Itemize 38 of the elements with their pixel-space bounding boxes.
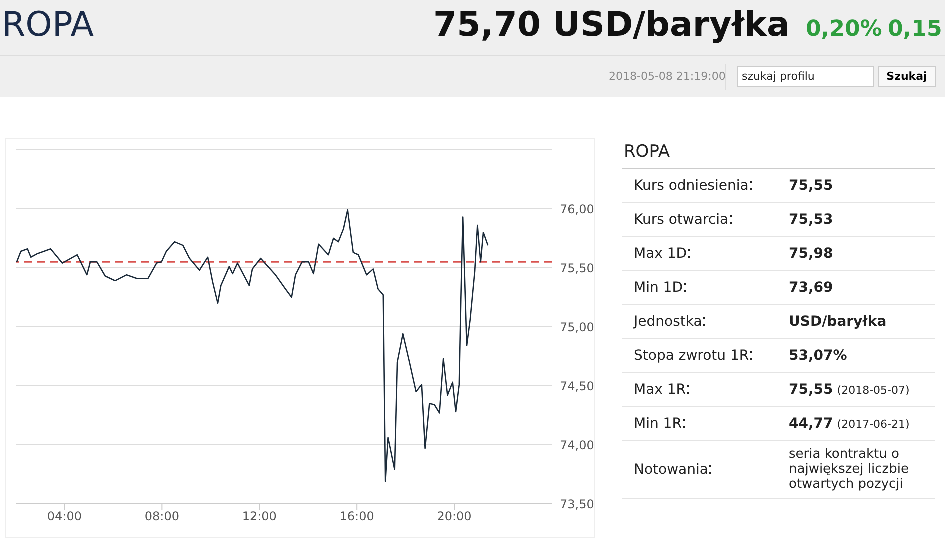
text: 75,70 USD/baryłka — [433, 5, 790, 45]
text: seria kontraktu o największej liczbie otwartych pozycji — [789, 447, 909, 492]
chart-title: ROPA — [2, 5, 94, 45]
category-label: Notowania — [633, 462, 710, 478]
text: 75,55 — [789, 178, 834, 194]
x-tick-label: 08:00 — [144, 510, 180, 524]
category-label: Min 1D — [633, 280, 684, 296]
category-label: Min 1R — [633, 416, 683, 432]
y-tick-label: 76,00 — [560, 202, 594, 216]
y-tick-label: 75,00 — [560, 320, 594, 334]
text: 0,15 — [888, 17, 942, 42]
y-tick-label: 73,50 — [560, 497, 594, 512]
category-label: Jednostka — [632, 314, 704, 330]
category-label: Max 1R — [633, 382, 688, 398]
text: Szukaj — [878, 66, 936, 87]
text: 73,69 — [789, 280, 834, 296]
category-label: Kurs otwarcia — [633, 212, 730, 228]
line-series — [16, 210, 489, 482]
text: USD/baryłka — [789, 314, 887, 330]
x-tick-label: 04:00 — [47, 510, 82, 524]
y-tick-label: 74,00 — [560, 438, 594, 452]
text: ROPA — [622, 138, 935, 169]
category-label: Max 1D — [633, 246, 688, 262]
y-tick-label: 74,50 — [560, 379, 594, 394]
text: 75,55 (2018-05-07) — [789, 382, 910, 398]
text: 75,98 — [789, 246, 834, 262]
y-tick-label: 75,50 — [560, 261, 594, 276]
text: 2018-05-08 21:19:00 — [609, 70, 726, 83]
x-tick-label: 20:00 — [437, 510, 472, 524]
text: 53,07% — [789, 348, 848, 364]
text: 75,53 — [789, 212, 834, 228]
x-tick-label: 12:00 — [242, 510, 277, 524]
text: 0,20% — [806, 17, 882, 42]
x-tick-label: 16:00 — [340, 510, 374, 524]
category-label: Stopa zwrotu 1R — [633, 348, 750, 364]
text: szukaj profilu — [737, 66, 874, 87]
category-label: Kurs odniesienia — [633, 178, 750, 194]
text: 44,77 (2017-06-21) — [789, 416, 910, 432]
